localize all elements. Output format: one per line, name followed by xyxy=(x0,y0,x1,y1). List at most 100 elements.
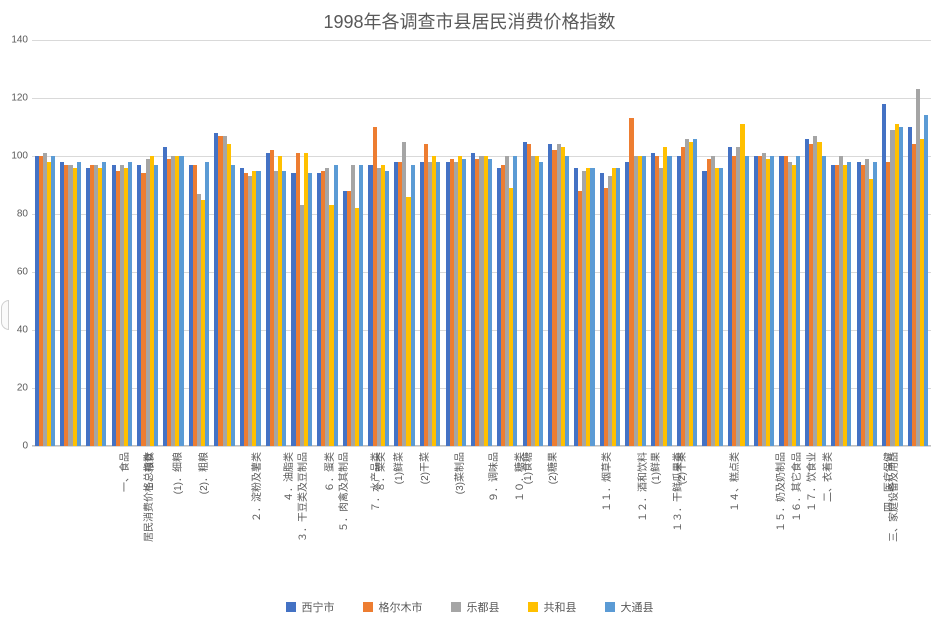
bar-group xyxy=(420,40,441,446)
bar xyxy=(770,156,774,446)
y-tick-label: 80 xyxy=(4,209,28,220)
bar xyxy=(847,162,851,446)
bar xyxy=(539,162,543,446)
x-tick-label: 一、食品 xyxy=(116,452,131,492)
y-tick-label: 20 xyxy=(4,383,28,394)
bar-group xyxy=(908,40,929,446)
legend-label: 共和县 xyxy=(544,602,577,614)
legend-swatch xyxy=(528,602,538,612)
bar xyxy=(565,156,569,446)
x-tick-label: ２．淀粉及薯类 xyxy=(248,452,263,522)
bar xyxy=(411,165,415,446)
bar-group xyxy=(240,40,261,446)
x-tick-label: (2)．粗粮 xyxy=(195,452,210,494)
bar-group xyxy=(60,40,81,446)
bar xyxy=(796,156,800,446)
bar xyxy=(179,156,183,446)
bar-group xyxy=(189,40,210,446)
y-tick-label: 0 xyxy=(4,441,28,452)
bar xyxy=(128,162,132,446)
y-tick-label: 40 xyxy=(4,325,28,336)
y-tick-label: 60 xyxy=(4,267,28,278)
x-tick-label: (2)干菜 xyxy=(416,452,431,484)
x-tick-label: (1)鲜菜 xyxy=(390,452,405,484)
x-tick-label: (3)菜制品 xyxy=(452,452,467,494)
legend-swatch xyxy=(605,602,615,612)
bar xyxy=(334,165,338,446)
bar xyxy=(924,115,928,446)
bar-group xyxy=(266,40,287,446)
bar-group xyxy=(86,40,107,446)
bar xyxy=(436,162,440,446)
x-tick-label: ４．油脂类 xyxy=(280,452,295,502)
x-tick-label: (1)食糖 xyxy=(519,452,534,484)
x-tick-label: １７．饮食业 xyxy=(803,452,818,512)
bar-group xyxy=(317,40,338,446)
chart-plot-area: 020406080100120140 xyxy=(32,40,931,446)
bar-group xyxy=(651,40,672,446)
x-tick-label: ９．调味品 xyxy=(485,452,500,502)
bar-group xyxy=(112,40,133,446)
bar xyxy=(590,168,594,446)
bar xyxy=(719,168,723,446)
bar xyxy=(385,171,389,447)
legend-label: 西宁市 xyxy=(302,602,335,614)
x-tick-label: (2)糖果 xyxy=(544,452,559,484)
bar-group xyxy=(857,40,878,446)
bar-group xyxy=(497,40,518,446)
y-tick-label: 100 xyxy=(4,151,28,162)
x-tick-label: １．粮食 xyxy=(141,452,156,492)
bar-group xyxy=(702,40,723,446)
legend-item: 西宁市 xyxy=(286,599,335,615)
bar xyxy=(488,159,492,446)
bar-group xyxy=(625,40,646,446)
bar xyxy=(51,156,55,446)
legend-swatch xyxy=(286,602,296,612)
bar-group xyxy=(394,40,415,446)
x-axis-labels: 居民消费价格总指数一、食品１．粮食(1)．细粮(2)．粗粮２．淀粉及薯类３．干豆… xyxy=(32,452,931,582)
bar-group xyxy=(728,40,749,446)
legend-label: 大通县 xyxy=(621,602,654,614)
x-tick-label: ８．菜类 xyxy=(372,452,387,492)
legend-item: 格尔木市 xyxy=(363,599,423,615)
bar-group xyxy=(805,40,826,446)
bar-group xyxy=(343,40,364,446)
bar-group xyxy=(831,40,852,446)
bar xyxy=(154,165,158,446)
bar xyxy=(667,156,671,446)
legend-swatch xyxy=(363,602,373,612)
bar-group xyxy=(574,40,595,446)
bar-group xyxy=(291,40,312,446)
bar-group xyxy=(368,40,389,446)
x-tick-label: １１．烟草类 xyxy=(598,452,613,512)
bar xyxy=(256,171,260,447)
bar xyxy=(102,162,106,446)
bar xyxy=(899,127,903,446)
bar-group xyxy=(163,40,184,446)
bar-group xyxy=(35,40,56,446)
legend-label: 乐都县 xyxy=(467,602,500,614)
x-tick-label: １５．奶及奶制品 xyxy=(772,452,787,532)
x-tick-label: ３．干豆类及豆制品 xyxy=(294,452,309,542)
bar-group xyxy=(137,40,158,446)
x-tick-label: (1)．细粮 xyxy=(169,452,184,494)
bar-group xyxy=(214,40,235,446)
y-tick-label: 120 xyxy=(4,93,28,104)
bar-group xyxy=(446,40,467,446)
bar xyxy=(822,156,826,446)
grid-line xyxy=(32,446,931,447)
x-tick-label: 四、医疗保健 xyxy=(880,452,895,512)
x-tick-label: ６．蛋类 xyxy=(321,452,336,492)
bar xyxy=(462,159,466,446)
legend-item: 乐都县 xyxy=(451,599,500,615)
bar-group xyxy=(779,40,800,446)
bar xyxy=(308,173,312,446)
bar-group xyxy=(754,40,775,446)
x-tick-label: ５．肉禽及其制品 xyxy=(335,452,350,532)
bar xyxy=(359,165,363,446)
legend-item: 大通县 xyxy=(605,599,654,615)
x-tick-label: １６．其它食品 xyxy=(788,452,803,522)
bar xyxy=(282,171,286,447)
bar xyxy=(77,162,81,446)
chart-legend: 西宁市 格尔木市 乐都县 共和县 大通县 xyxy=(0,599,939,619)
